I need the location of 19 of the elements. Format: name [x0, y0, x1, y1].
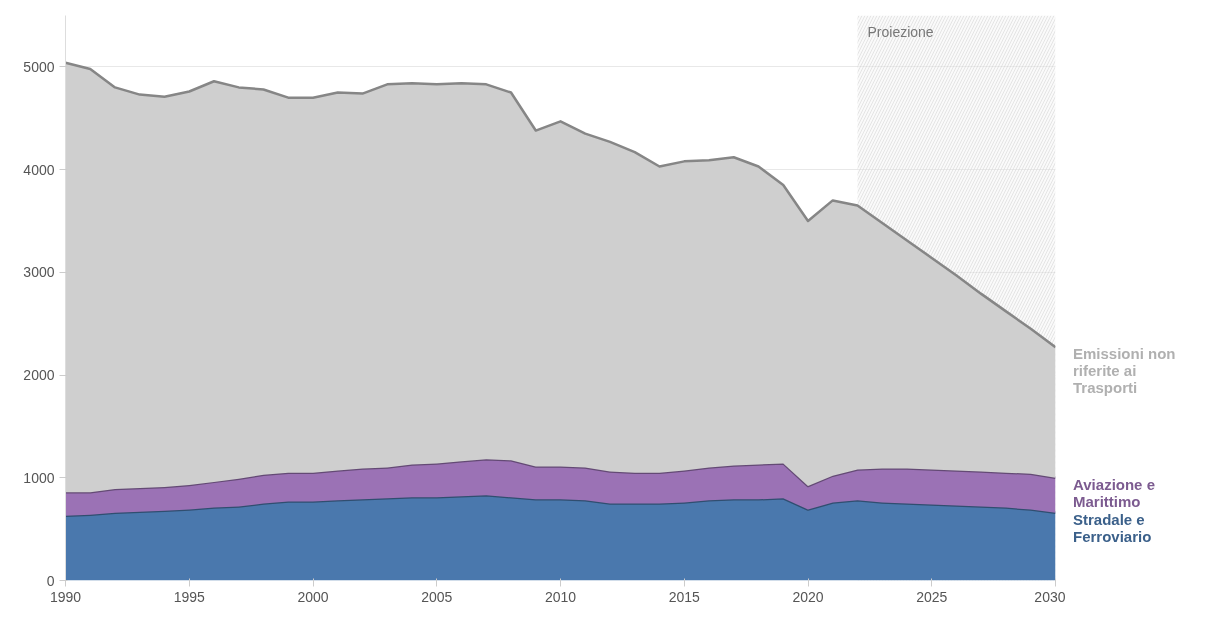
- y-tick-label: 0: [46, 572, 55, 589]
- series-label: Emissioni non riferite ai Trasporti: [1073, 345, 1176, 397]
- y-tick-label: 3000: [23, 264, 55, 281]
- series-label: Aviazione e Marittimo: [1073, 475, 1155, 510]
- y-tick-label: 2000: [23, 367, 55, 384]
- x-tick-label: 1990: [49, 588, 82, 605]
- x-tick-label: 2030: [1034, 588, 1066, 605]
- x-tick-label: 1995: [173, 588, 206, 605]
- x-tick-label: 2005: [421, 588, 453, 605]
- y-tick-label: 4000: [23, 161, 55, 178]
- x-tick-label: 2020: [792, 588, 824, 605]
- x-tick-label: 2000: [297, 588, 329, 605]
- x-tick-label: 2010: [544, 588, 577, 605]
- x-tick-label: 2025: [916, 588, 948, 605]
- y-tick-label: 5000: [23, 58, 55, 75]
- y-tick-label: 1000: [23, 469, 55, 486]
- series-label: Stradale e Ferroviario: [1073, 510, 1152, 545]
- x-tick-label: 2015: [668, 588, 701, 605]
- band-label: Proiezione: [867, 23, 934, 40]
